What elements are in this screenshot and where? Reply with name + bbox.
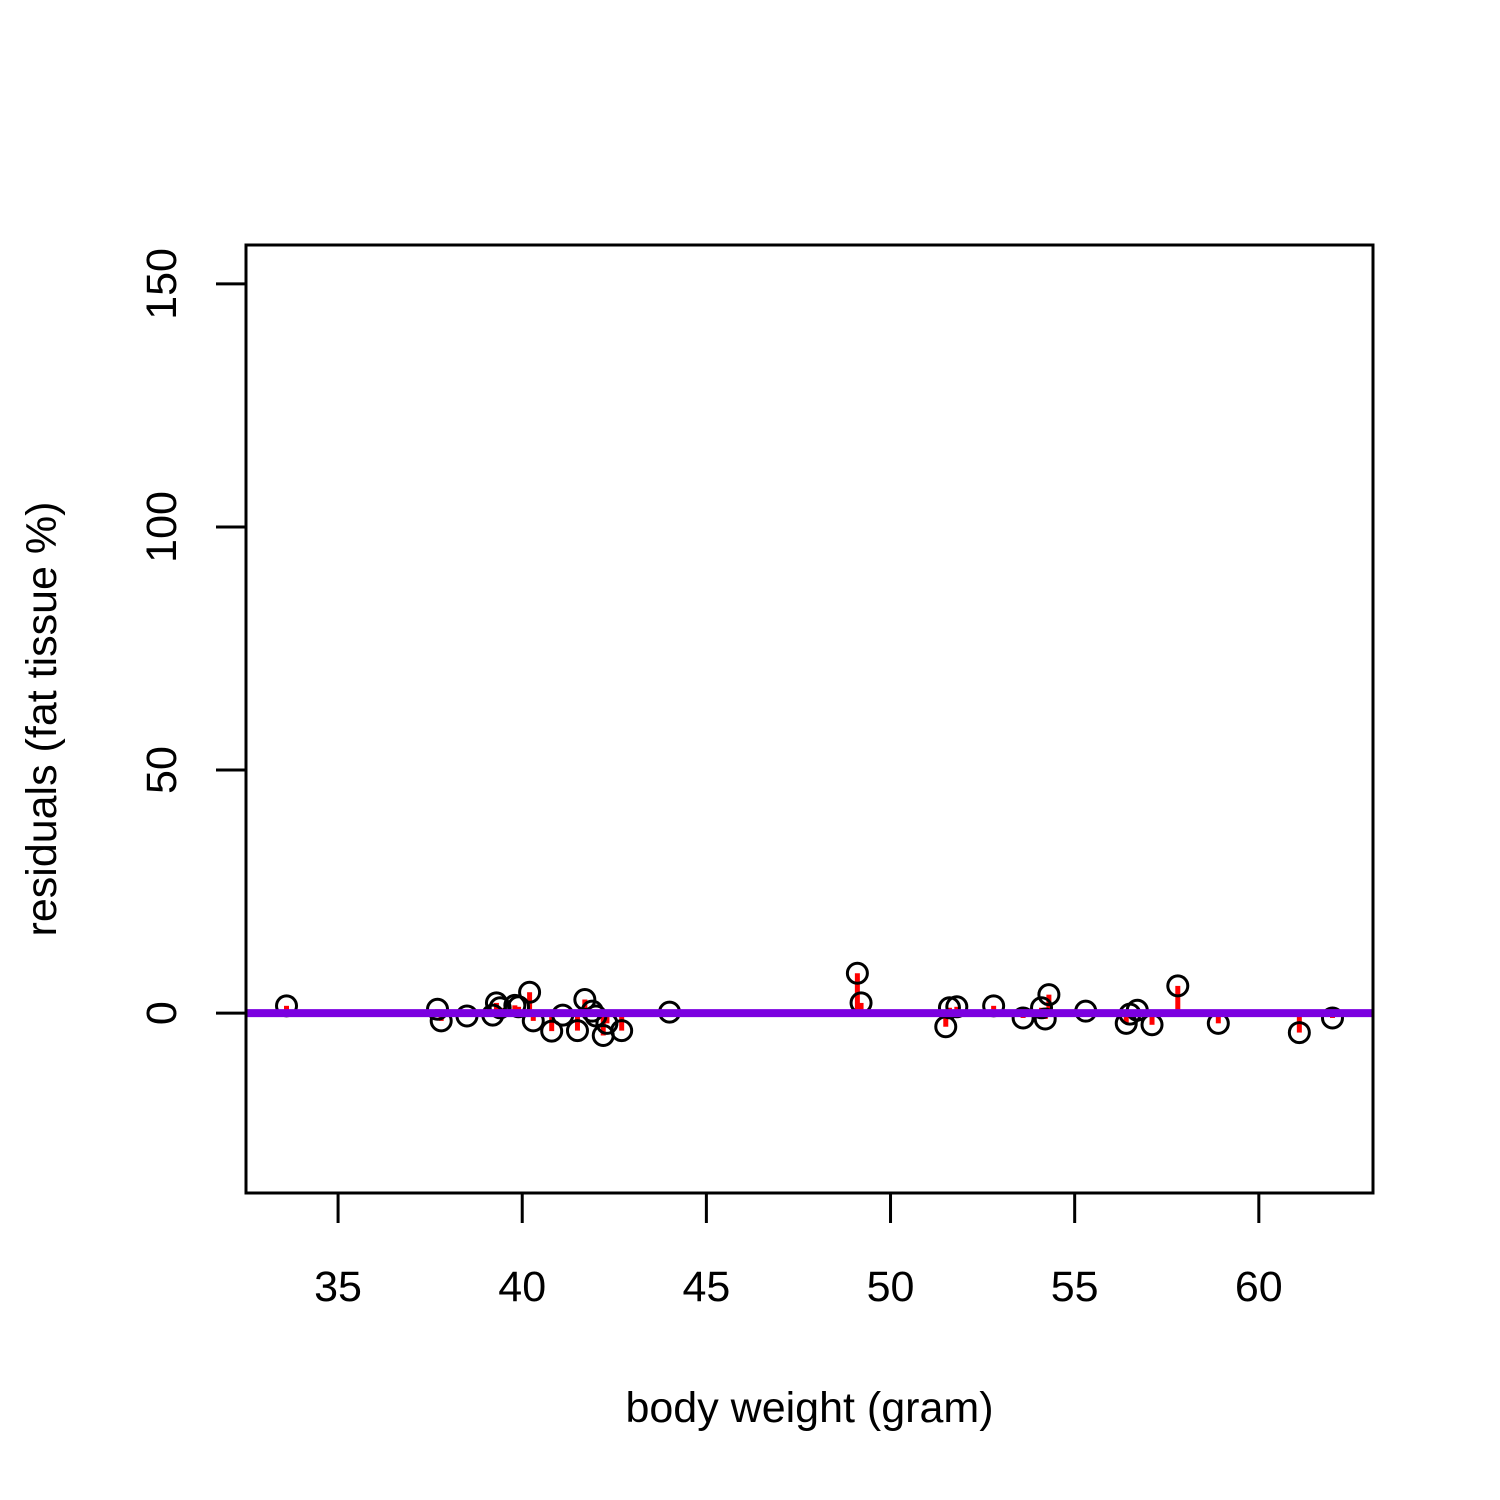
- y-tick-label-50: 50: [138, 746, 186, 794]
- x-tick-label-55: 55: [1051, 1263, 1099, 1311]
- data-point-21: [845, 961, 869, 985]
- x-axis-label: body weight (gram): [625, 1384, 993, 1432]
- y-axis: 0 50 100 150: [138, 248, 248, 1025]
- y-tick-label-0: 0: [138, 1001, 186, 1025]
- x-tick-label-35: 35: [314, 1263, 362, 1311]
- x-tick-label-40: 40: [498, 1263, 546, 1311]
- data-point-28: [1030, 996, 1054, 1020]
- y-axis-label: residuals (fat tissue %): [18, 502, 66, 937]
- x-axis: 35 40 45 50 55 60: [314, 1191, 1283, 1311]
- data-point-6: [488, 996, 512, 1020]
- data-point-24: [937, 996, 961, 1020]
- x-tick-label-60: 60: [1235, 1263, 1283, 1311]
- residual-lines: [284, 973, 1335, 1036]
- y-tick-label-100: 100: [138, 491, 186, 563]
- y-tick-label-150: 150: [138, 248, 186, 320]
- data-points: [275, 961, 1344, 1047]
- x-tick-label-45: 45: [682, 1263, 730, 1311]
- data-point-38: [1287, 1021, 1311, 1045]
- data-point-9: [518, 980, 542, 1004]
- data-point-13: [565, 1019, 589, 1043]
- data-point-11: [540, 1019, 564, 1043]
- data-point-36: [1166, 974, 1190, 998]
- data-point-27: [1011, 1006, 1035, 1030]
- data-point-30: [1037, 983, 1061, 1007]
- x-tick-label-50: 50: [867, 1263, 915, 1311]
- data-point-29: [1033, 1007, 1057, 1031]
- data-point-19: [610, 1019, 634, 1043]
- data-point-39: [1320, 1006, 1344, 1030]
- plot-frame: [244, 243, 1375, 1195]
